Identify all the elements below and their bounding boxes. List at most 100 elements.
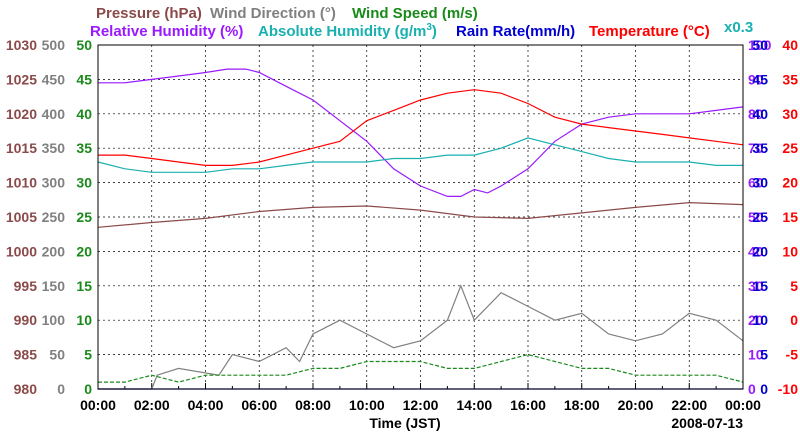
y-tick-wind-direction: 0 xyxy=(57,381,65,397)
y-tick-temperature: 30 xyxy=(782,106,798,122)
y-tick-pressure: 995 xyxy=(14,278,38,294)
title-wind-direction: Wind Direction (°) xyxy=(210,5,336,22)
plot-frame xyxy=(97,44,744,390)
y-tick-wind-direction: 200 xyxy=(42,243,66,259)
y-axes: 1030102510201015101010051000995990985980… xyxy=(6,37,798,397)
x-tick-label: 02:00 xyxy=(134,397,170,413)
y-tick-temperature: 15 xyxy=(782,209,798,225)
x-tick-label: 22:00 xyxy=(671,397,707,413)
y-tick-wind-speed: 40 xyxy=(76,106,92,122)
y-tick-temperature: 20 xyxy=(782,175,798,191)
y-tick-humidity: 70 xyxy=(748,140,764,156)
y-tick-humidity: 80 xyxy=(748,106,764,122)
series-pressure-line xyxy=(97,201,744,228)
y-tick-rain-rate: 35 xyxy=(752,140,768,156)
x-tick-label: 18:00 xyxy=(564,397,600,413)
y-tick-wind-speed: 30 xyxy=(76,175,92,191)
y-tick-temperature: -5 xyxy=(786,347,799,363)
y-tick-wind-speed: 15 xyxy=(76,278,92,294)
y-tick-pressure: 1015 xyxy=(6,140,37,156)
x-tick-label: 16:00 xyxy=(510,397,546,413)
y-tick-wind-speed: 5 xyxy=(84,347,92,363)
y-tick-wind-speed: 25 xyxy=(76,209,92,225)
y-tick-wind-direction: 500 xyxy=(42,37,66,53)
y-tick-humidity: 100 xyxy=(748,37,772,53)
series-wind-speed-line xyxy=(98,353,744,383)
y-tick-wind-direction: 400 xyxy=(42,106,66,122)
y-tick-humidity: 50 xyxy=(748,209,764,225)
plot-grid xyxy=(98,45,743,389)
y-tick-wind-speed: 0 xyxy=(84,381,92,397)
y-tick-rain-rate: 5 xyxy=(760,347,768,363)
y-tick-rain-rate: 45 xyxy=(752,71,768,87)
y-tick-humidity: 30 xyxy=(748,278,764,294)
y-tick-pressure: 1005 xyxy=(6,209,37,225)
y-tick-wind-direction: 450 xyxy=(42,71,66,87)
series-absolute-humidity-line xyxy=(97,137,743,173)
y-tick-rain-rate: 30 xyxy=(752,175,768,191)
x-tick-label: 08:00 xyxy=(295,397,331,413)
y-tick-pressure: 1010 xyxy=(6,175,37,191)
y-tick-pressure: 1030 xyxy=(6,37,37,53)
y-tick-rain-rate: 25 xyxy=(752,209,768,225)
y-tick-wind-direction: 100 xyxy=(42,312,66,328)
chart-date: 2008-07-13 xyxy=(671,415,743,431)
y-tick-temperature: 25 xyxy=(782,140,798,156)
x-axis-label: Time (JST) xyxy=(369,415,440,431)
y-tick-humidity: 40 xyxy=(748,243,764,259)
x-tick-label: 20:00 xyxy=(618,397,654,413)
y-tick-wind-direction: 50 xyxy=(49,347,65,363)
series-temperature-line xyxy=(98,89,744,166)
y-tick-humidity: 10 xyxy=(748,347,764,363)
y-tick-rain-rate: 50 xyxy=(752,37,768,53)
title-wind-speed: Wind Speed (m/s) xyxy=(352,5,478,22)
y-tick-pressure: 1025 xyxy=(6,71,37,87)
y-tick-wind-direction: 350 xyxy=(42,140,66,156)
x-tick-label: 10:00 xyxy=(349,397,385,413)
y-tick-wind-direction: 250 xyxy=(42,209,66,225)
y-tick-pressure: 1020 xyxy=(6,106,37,122)
y-tick-wind-speed: 10 xyxy=(76,312,92,328)
series-lines xyxy=(97,68,744,390)
y-tick-wind-direction: 150 xyxy=(42,278,66,294)
y-tick-temperature: 0 xyxy=(790,312,798,328)
y-tick-humidity: 90 xyxy=(748,71,764,87)
y-tick-wind-speed: 50 xyxy=(76,37,92,53)
y-tick-wind-speed: 20 xyxy=(76,243,92,259)
y-tick-wind-speed: 45 xyxy=(76,71,92,87)
x-tick-label: 06:00 xyxy=(241,397,277,413)
title-rain-rate: Rain Rate(mm/h) xyxy=(456,23,575,40)
y-tick-rain-rate: 10 xyxy=(752,312,768,328)
x-tick-label: 00:00 xyxy=(725,397,761,413)
y-tick-temperature: 10 xyxy=(782,243,798,259)
x-tick-label: 12:00 xyxy=(403,397,439,413)
series-wind-direction-line xyxy=(98,284,744,390)
title-pressure: Pressure (hPa) xyxy=(96,5,202,22)
y-tick-rain-rate: 40 xyxy=(752,106,768,122)
title-absolute-humidity: Absolute Humidity (g/m3) xyxy=(258,22,437,40)
y-tick-rain-rate: 20 xyxy=(752,243,768,259)
y-tick-temperature: -10 xyxy=(778,381,798,397)
x-tick-label: 14:00 xyxy=(456,397,492,413)
y-tick-humidity: 20 xyxy=(748,312,764,328)
y-tick-temperature: 40 xyxy=(782,37,798,53)
y-tick-wind-speed: 35 xyxy=(76,140,92,156)
y-tick-rain-rate: 0 xyxy=(760,381,768,397)
x-axis: 00:00 02:00 04:00 06:00 08:00 10:00 12:00 14:00… xyxy=(80,383,761,413)
y-tick-humidity: 0 xyxy=(748,381,756,397)
y-tick-pressure: 980 xyxy=(14,381,38,397)
series-relative-humidity-line xyxy=(98,68,744,197)
title-relative-humidity: Relative Humidity (%) xyxy=(90,23,243,40)
y-tick-temperature: 35 xyxy=(782,71,798,87)
y-tick-temperature: 5 xyxy=(790,278,798,294)
y-tick-rain-rate: 15 xyxy=(752,278,768,294)
y-tick-humidity: 60 xyxy=(748,175,764,191)
y-tick-pressure: 990 xyxy=(14,312,38,328)
x-tick-label: 04:00 xyxy=(188,397,224,413)
y-tick-wind-direction: 300 xyxy=(42,175,66,191)
y-tick-pressure: 985 xyxy=(14,347,38,363)
y-tick-pressure: 1000 xyxy=(6,243,37,259)
x-tick-label: 00:00 xyxy=(80,397,116,413)
abs-humidity-scale-note: x0.3 xyxy=(724,19,753,36)
